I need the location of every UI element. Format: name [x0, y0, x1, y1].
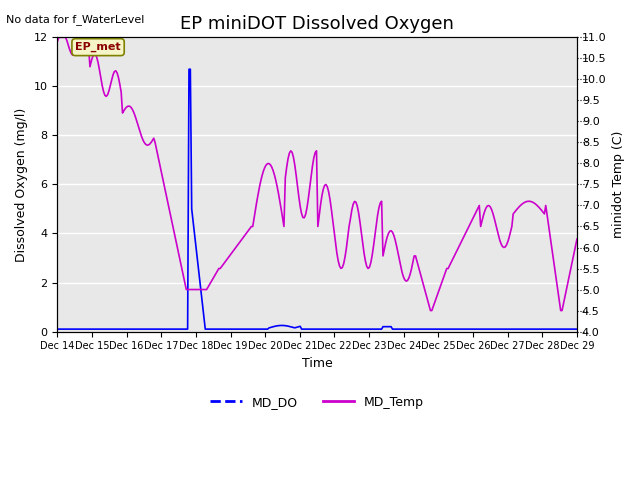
X-axis label: Time: Time [302, 357, 333, 370]
Legend: MD_DO, MD_Temp: MD_DO, MD_Temp [205, 391, 429, 414]
Text: EP_met: EP_met [76, 42, 121, 52]
Y-axis label: minidot Temp (C): minidot Temp (C) [612, 131, 625, 238]
Y-axis label: Dissolved Oxygen (mg/l): Dissolved Oxygen (mg/l) [15, 108, 28, 262]
Title: EP miniDOT Dissolved Oxygen: EP miniDOT Dissolved Oxygen [180, 15, 454, 33]
Text: No data for f_WaterLevel: No data for f_WaterLevel [6, 14, 145, 25]
